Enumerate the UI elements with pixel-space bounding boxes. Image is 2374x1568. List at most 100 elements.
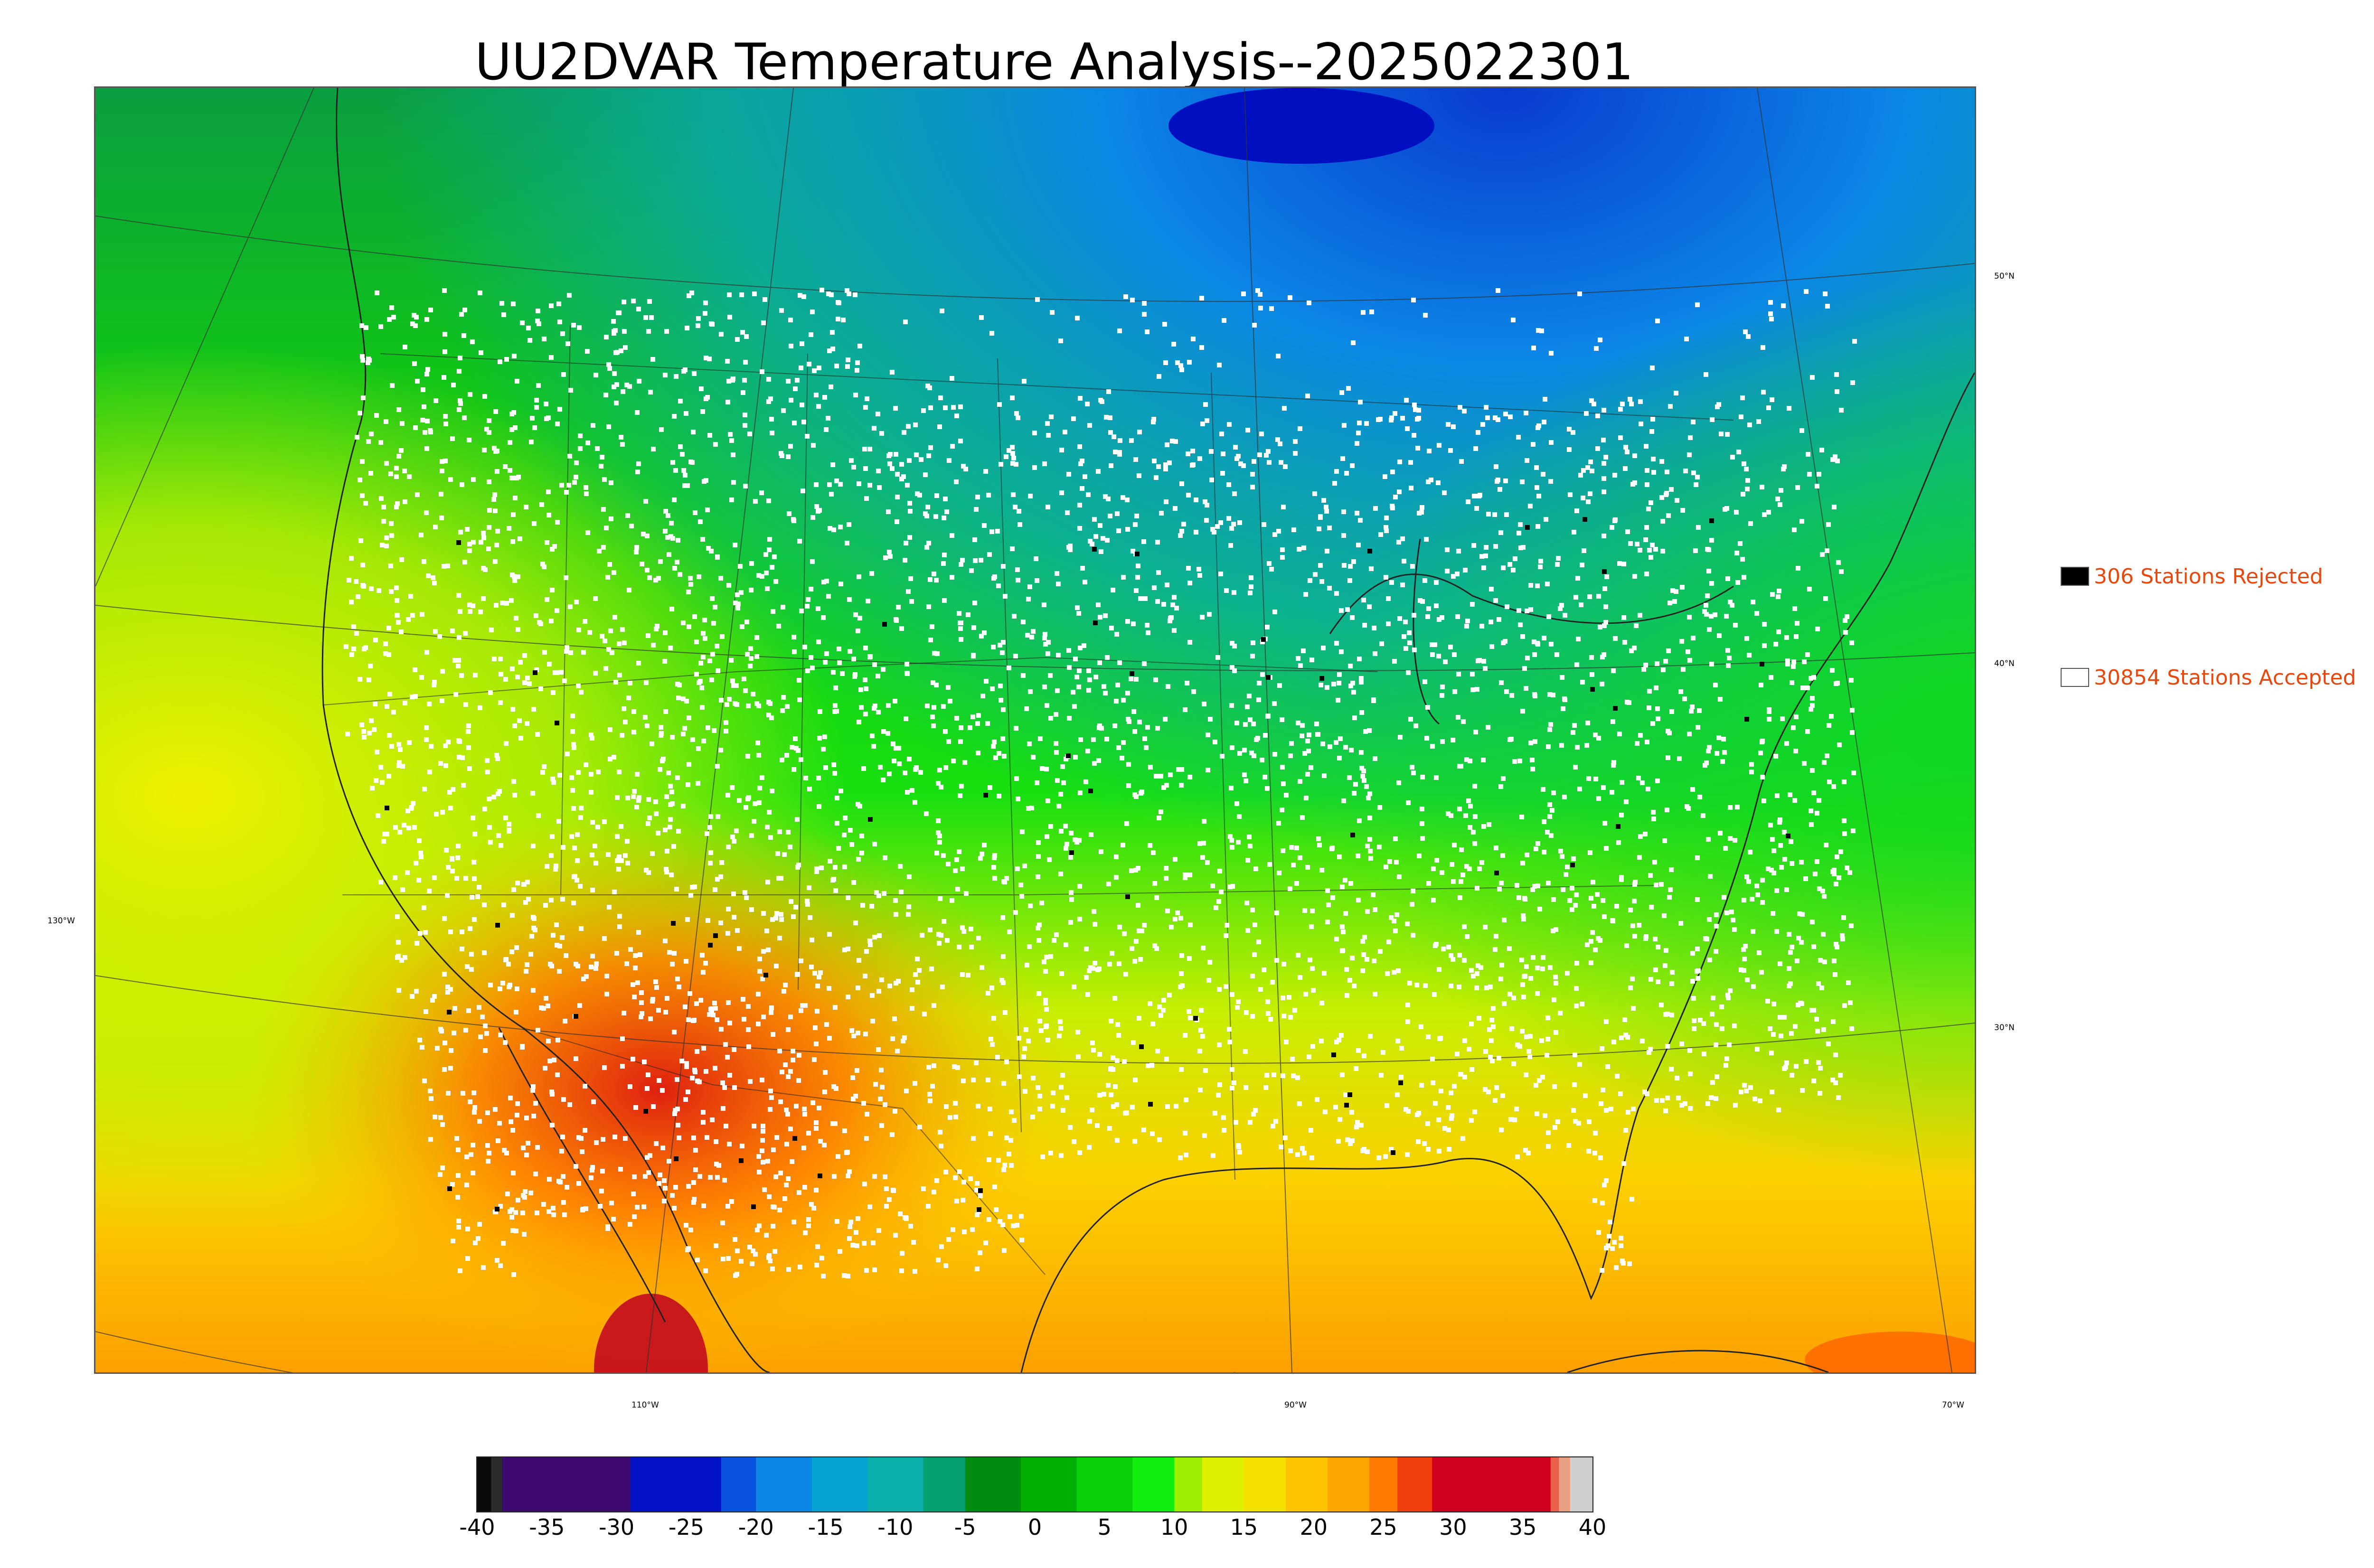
accepted-station: [1611, 763, 1616, 768]
accepted-station: [470, 895, 474, 900]
accepted-station: [1713, 612, 1717, 617]
accepted-station: [1354, 1125, 1359, 1129]
accepted-station: [749, 907, 754, 912]
accepted-station: [1577, 787, 1582, 791]
accepted-station: [1205, 503, 1209, 507]
accepted-station: [1462, 958, 1467, 963]
accepted-station: [1059, 1153, 1064, 1158]
accepted-station: [1649, 905, 1654, 910]
colorbar-segment: [923, 1457, 966, 1512]
accepted-station: [1488, 620, 1493, 624]
accepted-station: [547, 662, 552, 667]
colorbar-tick-label: 0: [1027, 1514, 1042, 1540]
accepted-station: [1619, 813, 1624, 817]
accepted-station: [1410, 902, 1414, 907]
accepted-station: [691, 1200, 696, 1205]
accepted-station: [471, 816, 475, 820]
accepted-station: [1282, 406, 1287, 411]
accepted-station: [898, 1211, 903, 1216]
accepted-station: [623, 345, 628, 350]
accepted-station: [653, 578, 658, 582]
accepted-station: [1646, 787, 1650, 791]
accepted-station: [1848, 1000, 1853, 1005]
accepted-station: [1625, 450, 1630, 454]
accepted-station: [636, 930, 641, 935]
accepted-station: [968, 1176, 973, 1181]
accepted-station: [542, 764, 546, 769]
accepted-station: [1294, 845, 1299, 850]
accepted-station: [576, 1181, 581, 1186]
accepted-station: [1224, 933, 1228, 938]
accepted-station: [1406, 670, 1411, 675]
accepted-station: [1233, 445, 1238, 450]
accepted-station: [1288, 1148, 1293, 1153]
accepted-station: [1281, 781, 1286, 786]
accepted-station: [791, 767, 796, 772]
accepted-station: [387, 692, 392, 696]
accepted-station: [422, 1079, 427, 1083]
accepted-station: [1400, 416, 1405, 421]
accepted-station: [1316, 732, 1320, 737]
accepted-station: [1058, 872, 1063, 876]
accepted-station: [395, 613, 400, 618]
accepted-station: [735, 337, 740, 342]
accepted-station: [460, 930, 464, 934]
accepted-station: [1497, 887, 1502, 892]
accepted-station: [378, 440, 383, 445]
accepted-station: [1077, 917, 1082, 921]
accepted-station: [1420, 807, 1424, 811]
accepted-station: [1046, 433, 1051, 438]
accepted-station: [424, 737, 429, 742]
accepted-station: [1054, 932, 1059, 937]
accepted-station: [463, 631, 468, 636]
rejected-station: [1093, 620, 1098, 625]
accepted-station: [487, 508, 492, 513]
accepted-station: [841, 318, 846, 322]
accepted-station: [1752, 1097, 1757, 1101]
accepted-station: [623, 1136, 628, 1141]
accepted-station: [791, 518, 796, 523]
accepted-station: [861, 766, 866, 771]
accepted-station: [814, 1126, 819, 1131]
accepted-station: [743, 688, 748, 693]
accepted-station: [636, 661, 641, 666]
accepted-station: [545, 864, 549, 869]
accepted-station: [793, 386, 798, 391]
accepted-station: [1649, 429, 1654, 434]
accepted-station: [1019, 1238, 1024, 1242]
accepted-station: [460, 755, 465, 760]
accepted-station: [536, 1028, 540, 1033]
accepted-station: [784, 753, 789, 758]
accepted-station: [1579, 602, 1583, 607]
accepted-station: [631, 982, 635, 987]
accepted-station: [1446, 1127, 1451, 1132]
accepted-station: [1678, 689, 1683, 694]
accepted-station: [1452, 843, 1457, 847]
accepted-station: [1611, 668, 1616, 673]
accepted-station: [1362, 623, 1367, 628]
accepted-station: [954, 479, 959, 484]
accepted-station: [770, 565, 774, 570]
accepted-station: [1325, 549, 1329, 554]
accepted-station: [1021, 1054, 1026, 1059]
accepted-station: [1348, 564, 1353, 569]
accepted-station: [887, 550, 892, 554]
accepted-station: [1272, 752, 1277, 757]
accepted-station: [1061, 1108, 1065, 1113]
accepted-station: [682, 483, 687, 488]
accepted-station: [1227, 1027, 1232, 1032]
accepted-station: [820, 1256, 824, 1260]
accepted-station: [1499, 680, 1504, 685]
colorbar-segment: [1570, 1457, 1593, 1512]
accepted-station: [1269, 306, 1274, 311]
accepted-station: [646, 1072, 650, 1077]
accepted-station: [687, 624, 691, 629]
accepted-station: [1803, 876, 1808, 881]
accepted-station: [1545, 582, 1550, 586]
accepted-station: [1809, 808, 1813, 813]
accepted-station: [612, 890, 617, 894]
accepted-station: [767, 537, 772, 542]
accepted-station: [1818, 958, 1823, 963]
accepted-station: [1718, 831, 1723, 836]
accepted-station: [1027, 944, 1032, 949]
